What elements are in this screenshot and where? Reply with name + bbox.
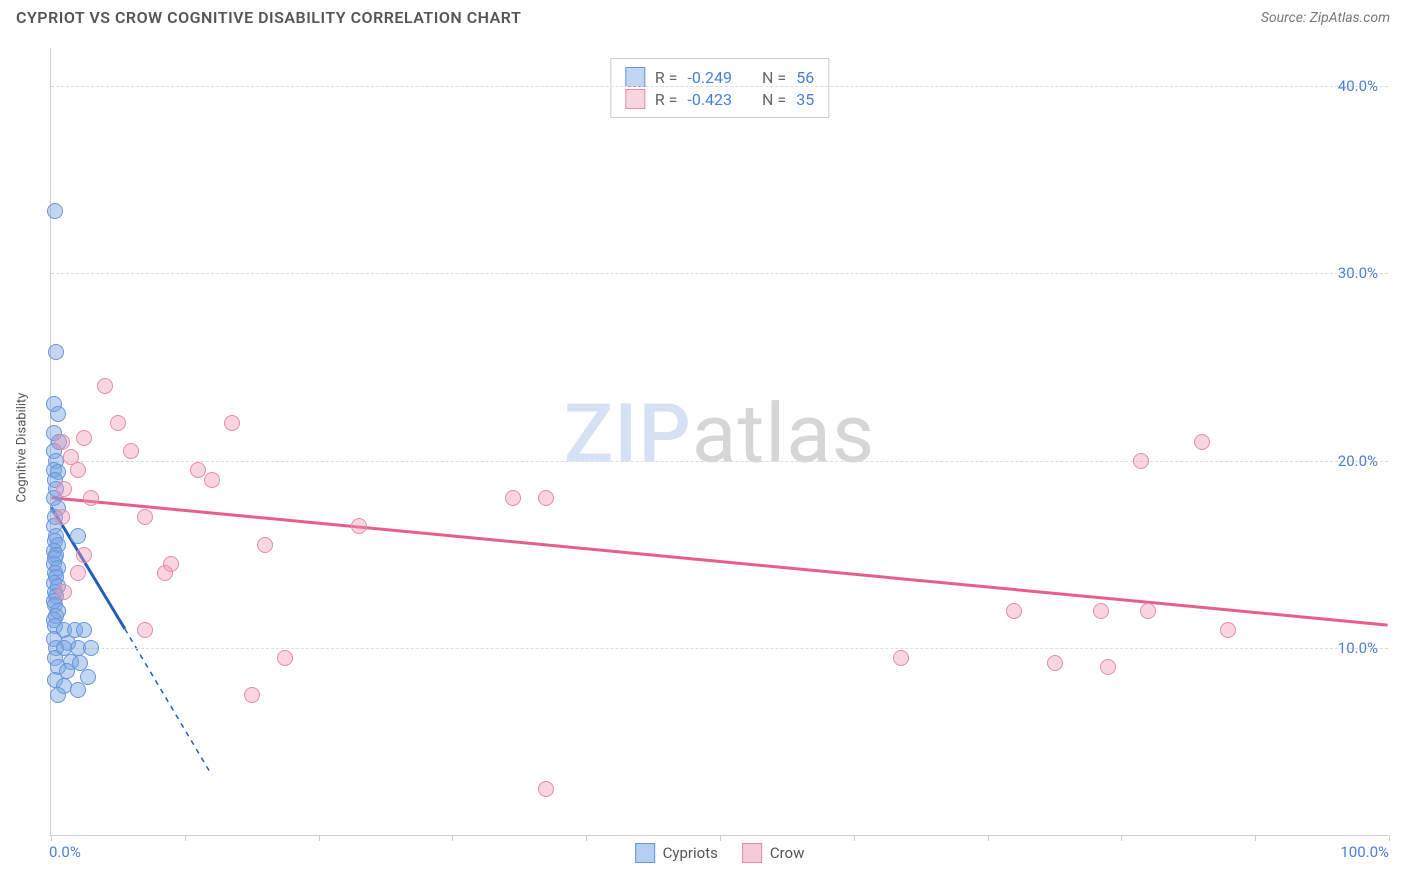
watermark-part1: ZIP [564,386,692,482]
x-tick [854,835,855,841]
x-tick [185,835,186,841]
swatch-crow [625,89,645,109]
stat-r-label: R = [655,68,678,87]
data-point [123,443,139,459]
data-point [54,434,70,450]
legend-swatch-crow [742,843,762,863]
data-point [244,687,260,703]
y-tick-label: 30.0% [1338,264,1378,282]
swatch-cypriots [625,67,645,87]
data-point [54,509,70,525]
data-point [224,415,240,431]
y-axis-label: Cognitive Disability [15,393,30,503]
data-point [56,584,72,600]
x-tick-label: 0.0% [49,843,81,861]
data-point [110,415,126,431]
x-tick [319,835,320,841]
data-point [83,490,99,506]
x-tick [1389,835,1390,841]
data-point [47,203,63,219]
x-tick [1121,835,1122,841]
data-point [157,565,173,581]
data-point [70,682,86,698]
stats-row-cypriots: R = -0.249 N = 56 [625,67,814,87]
data-point [137,509,153,525]
bottom-legend: Cypriots Crow [635,843,805,863]
data-point [277,650,293,666]
trend-lines [51,48,1388,835]
source-attribution: Source: ZipAtlas.com [1261,10,1390,26]
data-point [1133,453,1149,469]
data-point [70,528,86,544]
legend-label-crow: Crow [770,844,805,862]
data-point [76,622,92,638]
stat-r-value-cypriots: -0.249 [687,68,732,87]
data-point [48,344,64,360]
stats-legend-box: R = -0.249 N = 56 R = -0.423 N = 35 [610,58,829,118]
data-point [83,640,99,656]
legend-label-cypriots: Cypriots [663,844,718,862]
x-tick [988,835,989,841]
data-point [505,490,521,506]
gridline-h [51,461,1388,462]
legend-item-cypriots: Cypriots [635,843,718,863]
y-tick-label: 40.0% [1338,77,1378,95]
stat-n-label: N = [762,90,786,109]
data-point [1194,434,1210,450]
x-tick-label: 100.0% [1340,843,1389,861]
data-point [70,565,86,581]
data-point [538,490,554,506]
data-point [1047,655,1063,671]
gridline-h [51,648,1388,649]
data-point [351,518,367,534]
watermark: ZIPatlas [564,386,875,482]
data-point [50,687,66,703]
stat-r-label: R = [655,90,678,109]
x-tick [452,835,453,841]
data-point [257,537,273,553]
data-point [137,622,153,638]
stat-r-value-crow: -0.423 [687,90,732,109]
x-tick [720,835,721,841]
data-point [56,481,72,497]
y-tick-label: 10.0% [1338,639,1378,657]
data-point [80,669,96,685]
data-point [893,650,909,666]
data-point [76,547,92,563]
data-point [1006,603,1022,619]
data-point [538,781,554,797]
data-point [97,378,113,394]
watermark-part2: atlas [692,386,875,482]
data-point [50,406,66,422]
stat-n-value-crow: 35 [796,90,814,109]
legend-item-crow: Crow [742,843,805,863]
legend-swatch-cypriots [635,843,655,863]
data-point [70,462,86,478]
stat-n-value-cypriots: 56 [796,68,814,87]
scatter-chart: ZIPatlas R = -0.249 N = 56 R = -0.423 N … [50,48,1388,836]
chart-header: CYPRIOT VS CROW COGNITIVE DISABILITY COR… [0,0,1406,31]
gridline-h [51,86,1388,87]
x-tick [1255,835,1256,841]
y-tick-label: 20.0% [1338,452,1378,470]
data-point [76,430,92,446]
x-tick [586,835,587,841]
x-tick [51,835,52,841]
data-point [1140,603,1156,619]
stats-row-crow: R = -0.423 N = 35 [625,89,814,109]
data-point [1093,603,1109,619]
data-point [1100,659,1116,675]
data-point [1220,622,1236,638]
data-point [204,472,220,488]
stat-n-label: N = [762,68,786,87]
gridline-h [51,273,1388,274]
chart-title: CYPRIOT VS CROW COGNITIVE DISABILITY COR… [16,8,521,27]
